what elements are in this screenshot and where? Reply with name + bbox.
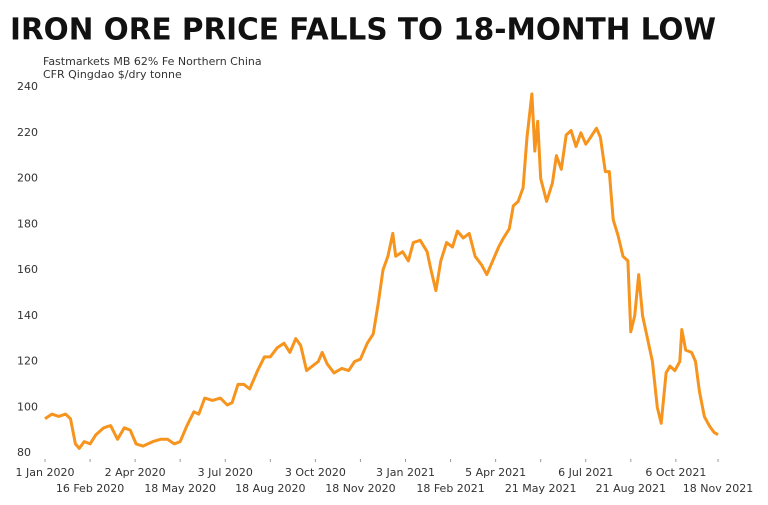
x-tick-label: 18 Aug 2020 — [235, 482, 305, 495]
x-tick-label: 1 Jan 2020 — [16, 466, 75, 479]
x-tick-label: 3 Jan 2021 — [376, 466, 435, 479]
x-tick-label: 21 May 2021 — [505, 482, 577, 495]
y-tick-label: 80 — [17, 446, 31, 459]
x-tick-label: 18 Nov 2021 — [683, 482, 753, 495]
y-tick-label: 180 — [17, 217, 38, 230]
x-tick-label: 3 Oct 2020 — [285, 466, 346, 479]
y-tick-label: 160 — [17, 263, 38, 276]
x-tick-label: 16 Feb 2020 — [56, 482, 124, 495]
x-tick-label: 18 Nov 2020 — [325, 482, 395, 495]
y-tick-label: 100 — [17, 400, 38, 413]
x-tick-label: 6 Jul 2021 — [558, 466, 613, 479]
chart-subtitle: CFR Qingdao $/dry tonne — [43, 68, 182, 81]
y-tick-label: 120 — [17, 355, 38, 368]
x-tick-label: 18 May 2020 — [144, 482, 216, 495]
x-tick-label: 5 Apr 2021 — [465, 466, 526, 479]
x-tick-label: 18 Feb 2021 — [416, 482, 484, 495]
chart-subtitle: Fastmarkets MB 62% Fe Northern China — [43, 55, 262, 68]
y-tick-label: 240 — [17, 80, 38, 93]
x-tick-label: 2 Apr 2020 — [105, 466, 166, 479]
price-line — [44, 92, 719, 450]
x-tick-label: 21 Aug 2021 — [596, 482, 666, 495]
y-tick-label: 220 — [17, 126, 38, 139]
y-tick-label: 200 — [17, 172, 38, 185]
x-tick-label: 3 Jul 2020 — [198, 466, 253, 479]
chart-title: IRON ORE PRICE FALLS TO 18-MONTH LOW — [10, 13, 716, 48]
y-tick-label: 140 — [17, 309, 38, 322]
x-tick-label: 6 Oct 2021 — [645, 466, 706, 479]
